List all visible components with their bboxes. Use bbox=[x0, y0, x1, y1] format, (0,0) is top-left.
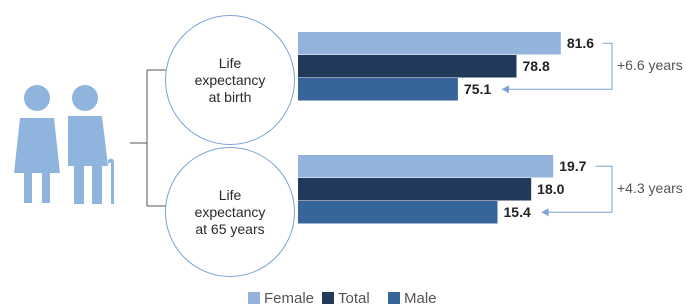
arrow-head bbox=[542, 208, 549, 216]
bar bbox=[298, 78, 458, 101]
legend-label: Total bbox=[338, 290, 370, 307]
value-label: 78.8 bbox=[523, 58, 550, 74]
value-label: 18.0 bbox=[537, 181, 564, 197]
value-label: 75.1 bbox=[464, 81, 491, 97]
annotation: +4.3 years bbox=[617, 180, 683, 196]
page: 81.6 78.8 75.1 +6.6 years 19.7 18.0 15.4 +4.3 y… bbox=[0, 0, 686, 307]
elderly-icon bbox=[14, 85, 114, 204]
bar bbox=[298, 178, 531, 201]
chart: 81.6 78.8 75.1 +6.6 years 19.7 18.0 15.4 +4.3 y… bbox=[0, 0, 686, 307]
group-circle: Life expectancy at birth bbox=[165, 15, 295, 145]
bar bbox=[298, 32, 561, 55]
legend-label: Female bbox=[264, 290, 314, 307]
value-label: 15.4 bbox=[504, 204, 531, 220]
annotation: +6.6 years bbox=[617, 57, 683, 73]
bracket bbox=[130, 70, 166, 206]
category-label: Life expectancy at birth bbox=[187, 55, 273, 106]
legend-swatch bbox=[248, 292, 260, 304]
legend-swatch bbox=[322, 292, 334, 304]
legend-swatch bbox=[388, 292, 400, 304]
legend: Female Total Male bbox=[248, 290, 437, 307]
value-label: 81.6 bbox=[567, 35, 594, 51]
category-label: Life expectancy at 65 years bbox=[187, 187, 273, 238]
bar bbox=[298, 201, 498, 224]
bar bbox=[298, 155, 553, 178]
value-label: 19.7 bbox=[559, 158, 586, 174]
plot: 81.6 78.8 75.1 +6.6 years 19.7 18.0 15.4 +4.3 y… bbox=[298, 32, 683, 224]
arrow-head bbox=[502, 85, 509, 93]
legend-label: Male bbox=[404, 290, 437, 307]
bar bbox=[298, 55, 517, 78]
group-circle: Life expectancy at 65 years bbox=[165, 147, 295, 277]
